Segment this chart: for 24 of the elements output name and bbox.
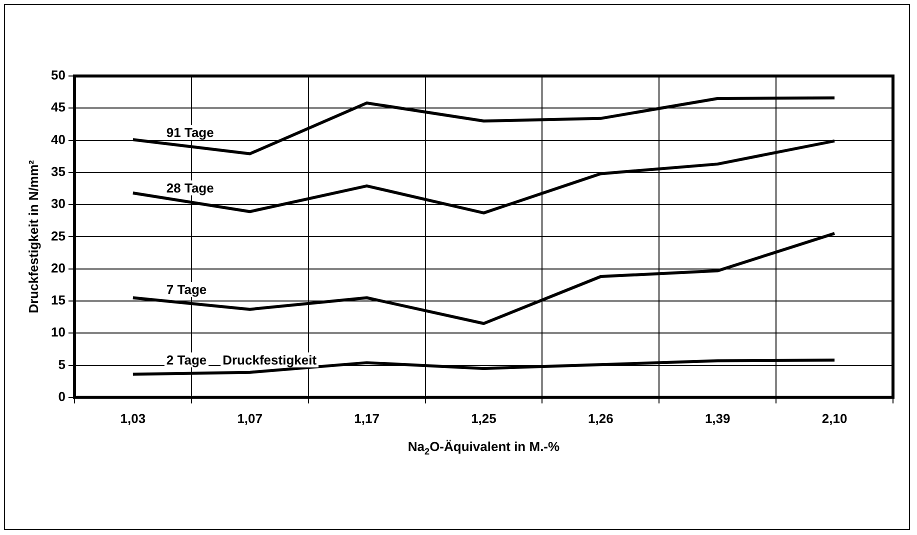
y-tick-label: 10	[50, 324, 66, 340]
x-tick-label: 1,25	[471, 410, 496, 426]
series-label: 28 Tage	[166, 180, 214, 196]
y-tick-label: 30	[50, 196, 66, 212]
x-tick-label: 1,03	[120, 410, 146, 426]
x-tick-label: 2,10	[822, 410, 848, 426]
y-tick-label: 25	[50, 228, 66, 244]
series-label: 7 Tage	[166, 282, 207, 298]
y-tick-label: 15	[50, 292, 66, 308]
y-tick-label: 50	[50, 68, 66, 83]
x-tick-label: 1,07	[237, 410, 263, 426]
y-tick-label: 20	[50, 260, 66, 276]
x-tick-label: 1,39	[704, 410, 730, 426]
x-tick-label: 1,17	[354, 410, 380, 426]
annotation: Druckfestigkeit	[222, 352, 318, 368]
series-label: 91 Tage	[166, 125, 214, 140]
y-tick-label: 35	[50, 164, 66, 179]
y-tick-label: 40	[50, 132, 66, 147]
y-tick-label: 5	[58, 356, 66, 372]
series-label: 2 Tage	[166, 352, 207, 368]
y-tick-label: 0	[58, 388, 66, 404]
x-tick-label: 1,26	[588, 410, 614, 426]
y-axis-title: Druckfestigkeit in N/mm²	[26, 159, 42, 314]
y-tick-label: 45	[50, 100, 66, 115]
